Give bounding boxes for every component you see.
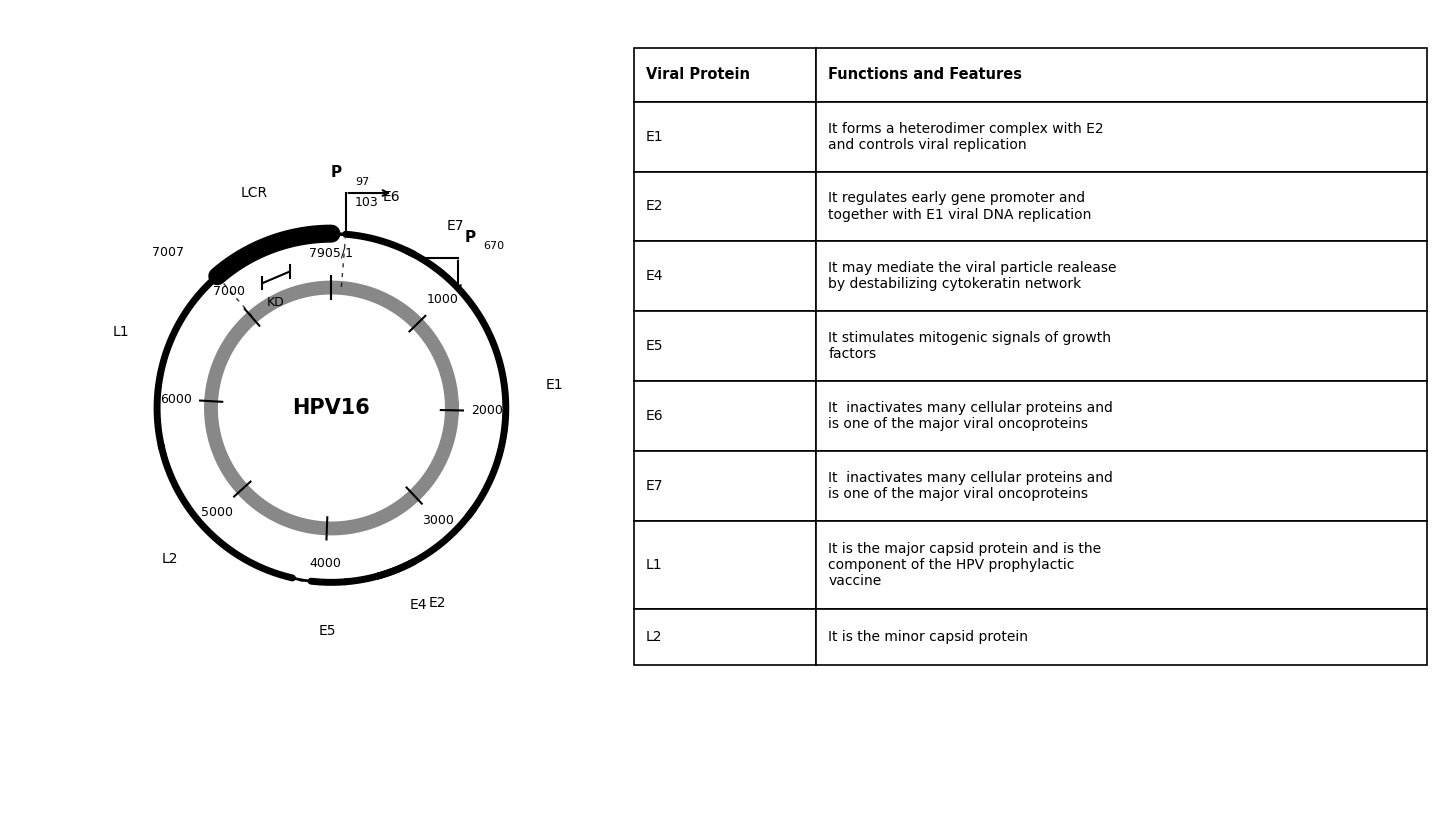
Text: E6: E6 <box>383 190 401 204</box>
Bar <box>816 171 1427 242</box>
Text: It  inactivates many cellular proteins and
is one of the major viral oncoprotein: It inactivates many cellular proteins an… <box>829 471 1112 501</box>
Text: E6: E6 <box>646 409 663 423</box>
Text: 7000: 7000 <box>213 285 245 298</box>
Text: E5: E5 <box>646 339 663 353</box>
Bar <box>634 311 816 381</box>
Bar <box>816 311 1427 381</box>
Bar <box>634 102 816 171</box>
Bar <box>816 450 1427 521</box>
Text: 6000: 6000 <box>160 392 192 406</box>
Text: 7905/1: 7905/1 <box>310 246 353 259</box>
Text: E7: E7 <box>646 479 663 493</box>
Text: It stimulates mitogenic signals of growth
factors: It stimulates mitogenic signals of growt… <box>829 331 1111 361</box>
Text: 3000: 3000 <box>422 514 454 527</box>
Bar <box>634 242 816 311</box>
Text: HPV16: HPV16 <box>293 398 370 418</box>
Text: P: P <box>464 230 476 245</box>
Text: It regulates early gene promoter and
together with E1 viral DNA replication: It regulates early gene promoter and tog… <box>829 191 1092 221</box>
Bar <box>634 450 816 521</box>
Text: 670: 670 <box>483 242 504 251</box>
Bar <box>634 521 816 610</box>
Text: Viral Protein: Viral Protein <box>646 67 749 82</box>
Text: Functions and Features: Functions and Features <box>829 67 1022 82</box>
Text: It is the major capsid protein and is the
component of the HPV prophylactic
vacc: It is the major capsid protein and is th… <box>829 542 1101 588</box>
Text: E5: E5 <box>318 623 336 637</box>
Text: 97: 97 <box>354 177 369 187</box>
Text: 5000: 5000 <box>200 506 232 519</box>
Text: 2000: 2000 <box>471 405 503 418</box>
Text: It forms a heterodimer complex with E2
and controls viral replication: It forms a heterodimer complex with E2 a… <box>829 122 1104 152</box>
Text: KD: KD <box>267 296 285 309</box>
Text: It may mediate the viral particle realease
by destabilizing cytokeratin network: It may mediate the viral particle realea… <box>829 261 1117 291</box>
Text: 4000: 4000 <box>310 557 342 570</box>
Text: E1: E1 <box>546 378 563 392</box>
Text: L2: L2 <box>646 630 663 645</box>
Text: E2: E2 <box>429 596 447 610</box>
Bar <box>816 610 1427 666</box>
Bar <box>816 242 1427 311</box>
Text: LCR: LCR <box>241 186 268 200</box>
Text: E1: E1 <box>646 130 663 144</box>
Text: 7007: 7007 <box>151 246 184 259</box>
Text: L1: L1 <box>646 558 663 572</box>
Text: E2: E2 <box>646 199 663 214</box>
Bar <box>634 610 816 666</box>
Text: E4: E4 <box>646 269 663 283</box>
Bar <box>634 381 816 450</box>
Text: P: P <box>330 166 342 180</box>
Bar <box>634 171 816 242</box>
Text: E4: E4 <box>411 598 428 612</box>
Text: It is the minor capsid protein: It is the minor capsid protein <box>829 630 1029 645</box>
Bar <box>816 47 1427 102</box>
Text: L1: L1 <box>112 326 130 339</box>
Bar <box>634 47 816 102</box>
Text: 1000: 1000 <box>427 293 458 306</box>
Text: L2: L2 <box>161 552 177 566</box>
Bar <box>816 102 1427 171</box>
Bar <box>816 521 1427 610</box>
Bar <box>816 381 1427 450</box>
Text: E7: E7 <box>447 219 464 233</box>
Text: 103: 103 <box>354 196 379 209</box>
Text: It  inactivates many cellular proteins and
is one of the major viral oncoprotein: It inactivates many cellular proteins an… <box>829 401 1112 431</box>
